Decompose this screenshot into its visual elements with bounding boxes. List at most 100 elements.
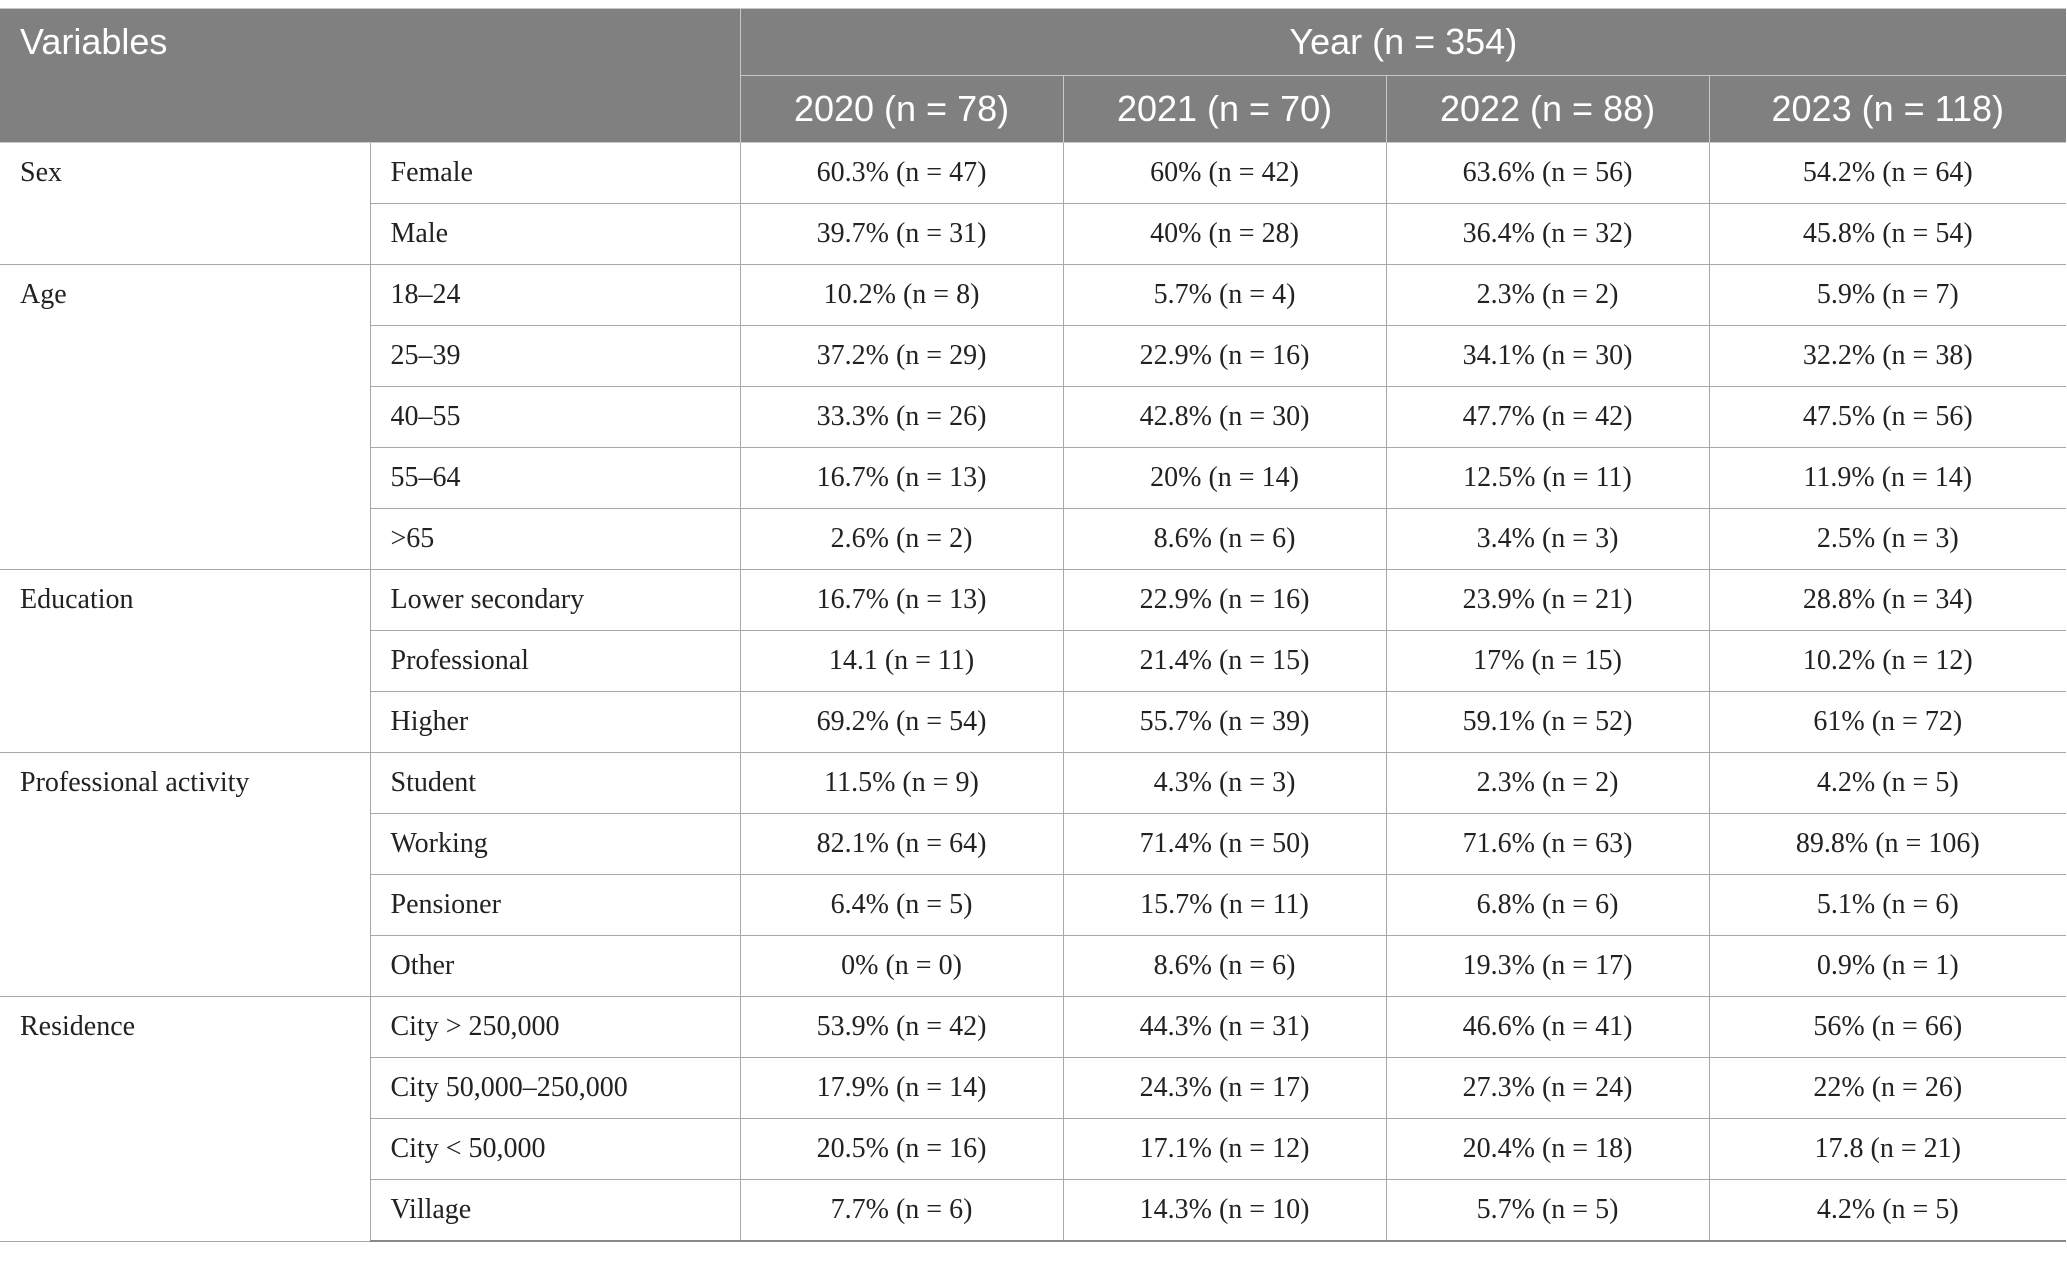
value-2022: 63.6% (n = 56) [1385, 142, 1710, 204]
variables-header: Variables [0, 8, 741, 143]
table-body: Sex Female 60.3% (n = 47) 60% (n = 42) 63.6%… [0, 142, 2067, 1242]
value-2020: 6.4% (n = 5) [739, 874, 1064, 936]
value-2021: 21.4% (n = 15) [1062, 630, 1387, 692]
value-2020: 0% (n = 0) [739, 935, 1064, 997]
value-2022: 19.3% (n = 17) [1385, 935, 1710, 997]
category-label: City > 250,000 [369, 996, 741, 1058]
value-2021: 20% (n = 14) [1062, 447, 1387, 509]
value-2023: 5.1% (n = 6) [1708, 874, 2067, 936]
table-row: Other 0% (n = 0) 8.6% (n = 6) 19.3% (n = 17… [0, 935, 2067, 997]
table-row: >65 2.6% (n = 2) 8.6% (n = 6) 3.4% (n = 3) 2… [0, 508, 2067, 570]
value-2021: 40% (n = 28) [1062, 203, 1387, 265]
value-2021: 4.3% (n = 3) [1062, 752, 1387, 814]
value-2023: 11.9% (n = 14) [1708, 447, 2067, 509]
value-2020: 7.7% (n = 6) [739, 1179, 1064, 1242]
demographics-table: Variables Year (n = 354) 2020 (n = 78) 2… [0, 8, 2067, 1242]
value-2022: 5.7% (n = 5) [1385, 1179, 1710, 1242]
table-row: Working 82.1% (n = 64) 71.4% (n = 50) 71.6%… [0, 813, 2067, 875]
category-label: City < 50,000 [369, 1118, 741, 1180]
table-row: Professional 14.1 (n = 11) 21.4% (n = 15) 1… [0, 630, 2067, 692]
table-row: Pensioner 6.4% (n = 5) 15.7% (n = 11) 6.8% … [0, 874, 2067, 936]
value-2021: 42.8% (n = 30) [1062, 386, 1387, 448]
value-2021: 5.7% (n = 4) [1062, 264, 1387, 326]
header-row-years: 2020 (n = 78) 2021 (n = 70) 2022 (n = 88… [0, 75, 2067, 143]
value-2021: 55.7% (n = 39) [1062, 691, 1387, 753]
table-row: Male 39.7% (n = 31) 40% (n = 28) 36.4% (n =… [0, 203, 2067, 265]
value-2021: 8.6% (n = 6) [1062, 508, 1387, 570]
table-row: 25–39 37.2% (n = 29) 22.9% (n = 16) 34.1% (… [0, 325, 2067, 387]
value-2023: 32.2% (n = 38) [1708, 325, 2067, 387]
value-2022: 20.4% (n = 18) [1385, 1118, 1710, 1180]
value-2022: 2.3% (n = 2) [1385, 752, 1710, 814]
value-2022: 47.7% (n = 42) [1385, 386, 1710, 448]
value-2022: 12.5% (n = 11) [1385, 447, 1710, 509]
value-2023: 61% (n = 72) [1708, 691, 2067, 753]
value-2023: 10.2% (n = 12) [1708, 630, 2067, 692]
category-label: Working [369, 813, 741, 875]
year-2021-header: 2021 (n = 70) [1062, 75, 1387, 143]
header-row-top: Variables Year (n = 354) [0, 8, 2067, 143]
value-2023: 45.8% (n = 54) [1708, 203, 2067, 265]
category-label: 25–39 [369, 325, 741, 387]
value-2021: 71.4% (n = 50) [1062, 813, 1387, 875]
value-2023: 28.8% (n = 34) [1708, 569, 2067, 631]
value-2022: 59.1% (n = 52) [1385, 691, 1710, 753]
category-label: Village [369, 1179, 741, 1242]
category-label: City 50,000–250,000 [369, 1057, 741, 1119]
table-row: Age 18–24 10.2% (n = 8) 5.7% (n = 4) 2.3% (n… [0, 264, 2067, 570]
table-row: Professional activity Student 11.5% (n = 9… [0, 752, 2067, 997]
value-2020: 10.2% (n = 8) [739, 264, 1064, 326]
value-2020: 16.7% (n = 13) [739, 569, 1064, 631]
category-label: Female [369, 142, 741, 204]
table-row: City < 50,000 20.5% (n = 16) 17.1% (n = 12… [0, 1118, 2067, 1180]
variable-label: Sex [0, 142, 371, 265]
value-2022: 3.4% (n = 3) [1385, 508, 1710, 570]
value-2021: 17.1% (n = 12) [1062, 1118, 1387, 1180]
value-2021: 22.9% (n = 16) [1062, 325, 1387, 387]
value-2020: 17.9% (n = 14) [739, 1057, 1064, 1119]
value-2020: 33.3% (n = 26) [739, 386, 1064, 448]
category-label: Professional [369, 630, 741, 692]
value-2023: 5.9% (n = 7) [1708, 264, 2067, 326]
category-label: 18–24 [369, 264, 741, 326]
value-2021: 44.3% (n = 31) [1062, 996, 1387, 1058]
category-label: Higher [369, 691, 741, 753]
year-header: Year (n = 354) [739, 8, 2067, 76]
value-2021: 8.6% (n = 6) [1062, 935, 1387, 997]
value-2022: 71.6% (n = 63) [1385, 813, 1710, 875]
category-label: >65 [369, 508, 741, 570]
category-label: Student [369, 752, 741, 814]
value-2020: 14.1 (n = 11) [739, 630, 1064, 692]
value-2020: 53.9% (n = 42) [739, 996, 1064, 1058]
value-2023: 2.5% (n = 3) [1708, 508, 2067, 570]
category-label: Other [369, 935, 741, 997]
value-2023: 47.5% (n = 56) [1708, 386, 2067, 448]
year-2020-header: 2020 (n = 78) [739, 75, 1064, 143]
value-2023: 4.2% (n = 5) [1708, 752, 2067, 814]
value-2020: 16.7% (n = 13) [739, 447, 1064, 509]
value-2022: 6.8% (n = 6) [1385, 874, 1710, 936]
value-2023: 0.9% (n = 1) [1708, 935, 2067, 997]
value-2023: 4.2% (n = 5) [1708, 1179, 2067, 1242]
value-2023: 89.8% (n = 106) [1708, 813, 2067, 875]
table-row: Village 7.7% (n = 6) 14.3% (n = 10) 5.7% (n… [0, 1179, 2067, 1242]
value-2020: 69.2% (n = 54) [739, 691, 1064, 753]
value-2022: 17% (n = 15) [1385, 630, 1710, 692]
table-row: 40–55 33.3% (n = 26) 42.8% (n = 30) 47.7% (… [0, 386, 2067, 448]
value-2023: 17.8 (n = 21) [1708, 1118, 2067, 1180]
table-row: Higher 69.2% (n = 54) 55.7% (n = 39) 59.1% … [0, 691, 2067, 753]
value-2021: 24.3% (n = 17) [1062, 1057, 1387, 1119]
table-row: Residence City > 250,000 53.9% (n = 42) 44.… [0, 996, 2067, 1242]
value-2021: 60% (n = 42) [1062, 142, 1387, 204]
table-header: Variables Year (n = 354) 2020 (n = 78) 2… [0, 8, 2067, 143]
value-2021: 22.9% (n = 16) [1062, 569, 1387, 631]
value-2022: 36.4% (n = 32) [1385, 203, 1710, 265]
value-2020: 11.5% (n = 9) [739, 752, 1064, 814]
value-2020: 39.7% (n = 31) [739, 203, 1064, 265]
table-row: Education Lower secondary 16.7% (n = 13) 22… [0, 569, 2067, 753]
category-label: Pensioner [369, 874, 741, 936]
category-label: Male [369, 203, 741, 265]
value-2022: 2.3% (n = 2) [1385, 264, 1710, 326]
table-row: Sex Female 60.3% (n = 47) 60% (n = 42) 63.6%… [0, 142, 2067, 265]
category-label: 40–55 [369, 386, 741, 448]
